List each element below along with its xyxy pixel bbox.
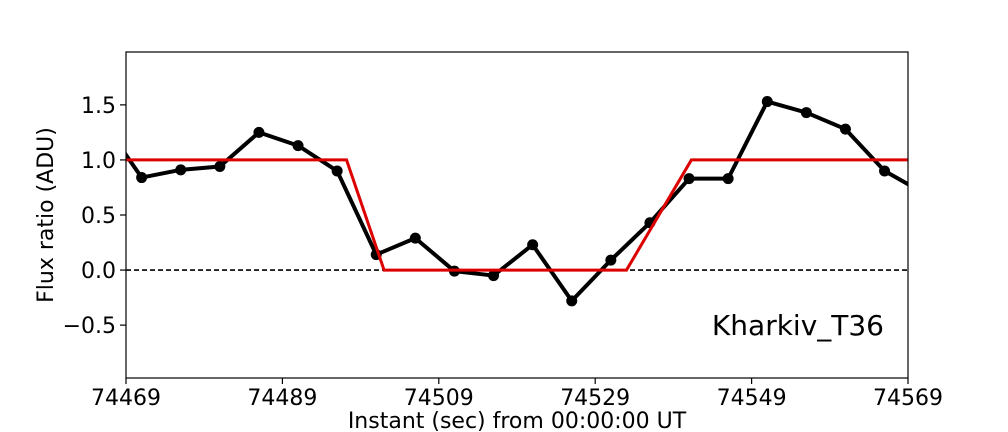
x-tick-label: 74489 xyxy=(247,386,317,411)
y-tick-label: 1.0 xyxy=(81,149,116,174)
y-tick-label: −0.5 xyxy=(63,314,116,339)
observed-flux-point xyxy=(839,123,851,135)
observed-flux-point xyxy=(683,173,695,185)
observed-flux-point xyxy=(800,107,812,119)
observed-flux-point xyxy=(918,187,929,198)
observed-flux-point xyxy=(488,270,500,282)
observed-flux-line xyxy=(126,99,908,303)
observed-flux-point xyxy=(527,239,539,251)
y-axis-title: Flux ratio (ADU) xyxy=(34,127,59,303)
model-fit-line xyxy=(126,158,908,272)
x-tick-label: 74529 xyxy=(560,386,630,411)
observed-flux-point xyxy=(566,295,578,307)
observed-flux-point xyxy=(292,140,304,152)
y-tick-label: 0.0 xyxy=(81,259,116,284)
observed-flux-point xyxy=(105,127,116,138)
station-annotation: Kharkiv_T36 xyxy=(712,309,884,342)
observed-flux-point xyxy=(409,232,421,244)
observed-flux-point xyxy=(722,173,734,185)
observed-flux-point xyxy=(136,172,148,184)
observed-flux-point xyxy=(879,165,891,177)
observed-flux-point xyxy=(214,161,226,173)
plot-data-layer xyxy=(105,96,929,307)
x-axis-title: Instant (sec) from 00:00:00 UT xyxy=(348,409,687,432)
observed-flux-point xyxy=(253,126,265,138)
x-tick-label: 74469 xyxy=(91,386,161,411)
y-tick-label: 0.5 xyxy=(81,204,116,229)
observed-flux-point xyxy=(175,164,187,176)
x-tick-label: 74509 xyxy=(404,386,474,411)
x-tick-label: 74549 xyxy=(717,386,787,411)
x-tick-label: 74569 xyxy=(873,386,943,411)
y-tick-label: 1.5 xyxy=(81,94,116,119)
observed-flux-point xyxy=(331,165,343,177)
axes-layer: 74469 74489 74509 74529 74549 74569 −0.5 0.0 0.5… xyxy=(63,94,943,411)
observed-flux-point xyxy=(605,254,617,266)
observed-flux-point xyxy=(761,96,773,108)
